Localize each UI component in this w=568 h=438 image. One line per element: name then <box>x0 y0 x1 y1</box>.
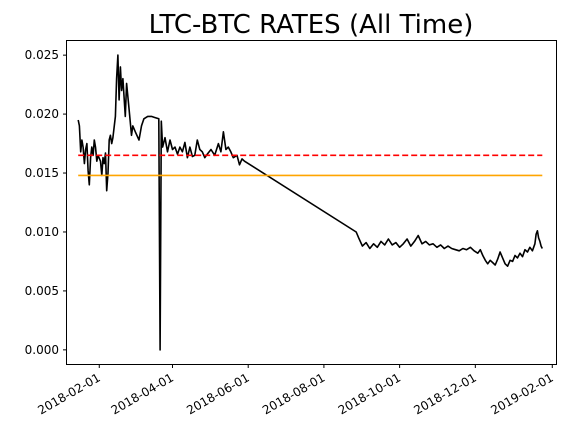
y-tick-label: 0.000 <box>25 343 59 357</box>
y-tick-label: 0.015 <box>25 166 59 180</box>
y-tick-label: 0.010 <box>25 225 59 239</box>
plot-frame <box>66 40 557 365</box>
y-tick-label: 0.005 <box>25 284 59 298</box>
y-tick-label: 0.025 <box>25 48 59 62</box>
y-tick-label: 0.020 <box>25 107 59 121</box>
series-line-1 <box>77 54 544 351</box>
chart-title: LTC-BTC RATES (All Time) <box>149 10 474 40</box>
plot-area <box>77 54 544 351</box>
